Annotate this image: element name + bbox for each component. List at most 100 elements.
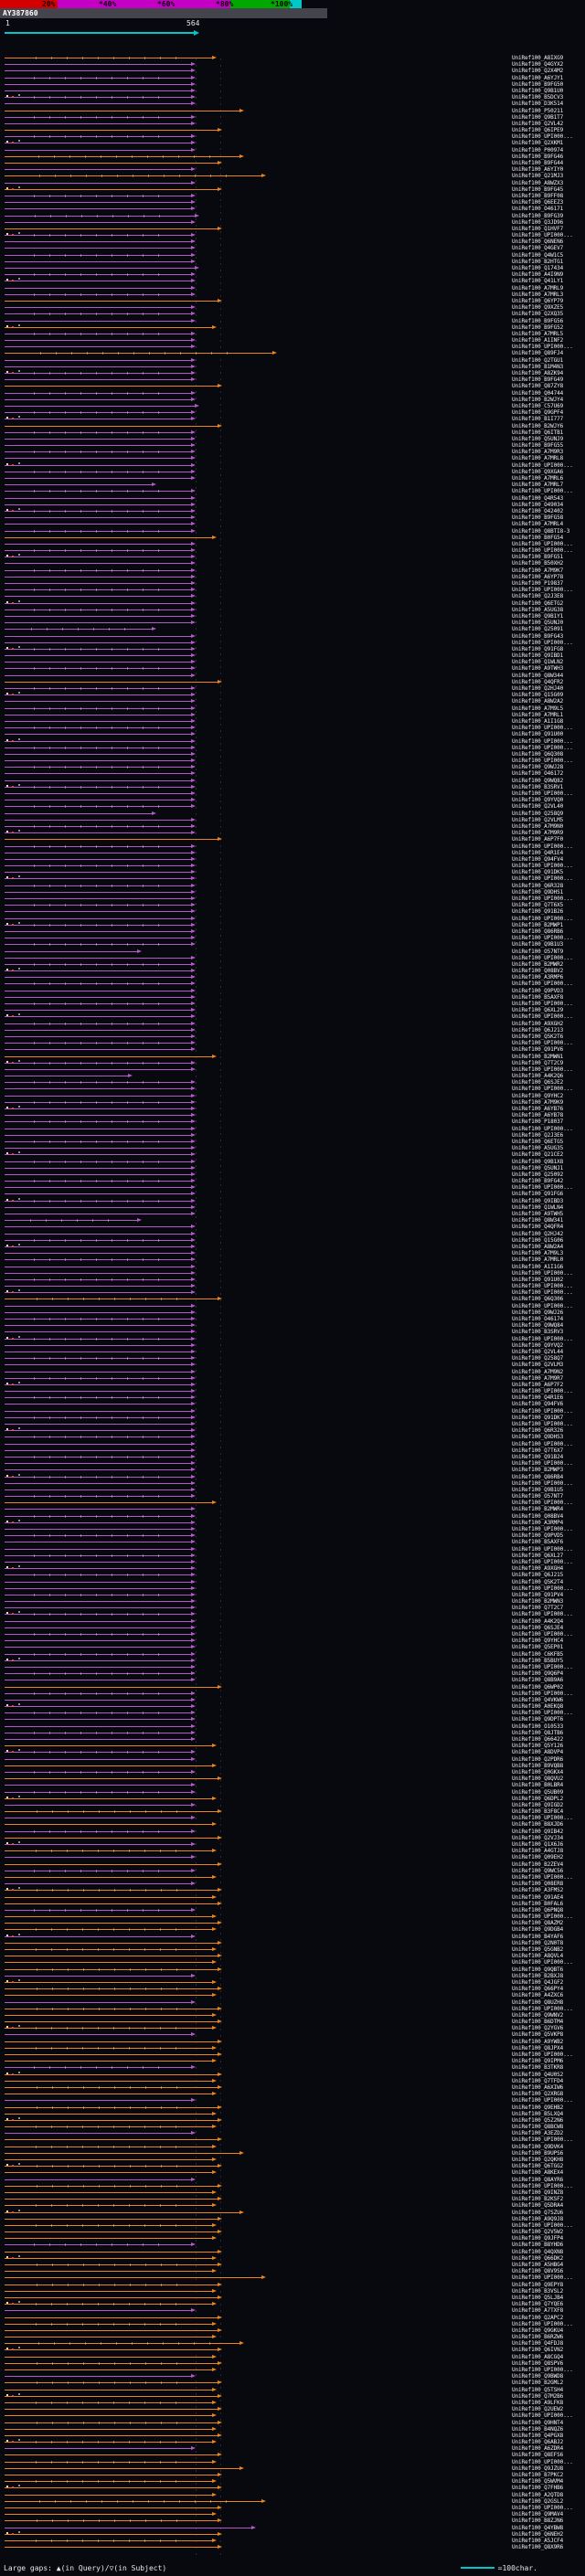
alignment-bar[interactable] [5,1480,196,1485]
alignment-bar[interactable] [5,88,196,92]
alignment-bar[interactable] [5,909,196,914]
hit-link[interactable]: UniRef100_A6YB76 [512,1106,564,1112]
alignment-bar[interactable] [5,1769,196,1774]
alignment-bar[interactable] [5,561,196,566]
hit-link[interactable]: UniRef100_Q4QFR4 [512,1224,564,1231]
alignment-bar[interactable] [5,233,196,238]
alignment-bar[interactable] [5,574,196,578]
hit-link[interactable]: UniRef100_UPI000... [512,1421,573,1427]
alignment-bar[interactable] [5,969,196,973]
hit-link[interactable]: UniRef100_Q1X6J6 [512,1841,564,1848]
hit-link[interactable]: UniRef100_A7MRL8 [512,455,564,462]
alignment-bar[interactable] [5,403,199,408]
hit-link[interactable]: UniRef100_Q6NEN6 [512,239,564,246]
alignment-bar[interactable] [5,69,196,73]
hit-link[interactable]: UniRef100_Q258Q7 [512,1355,564,1362]
hit-link[interactable]: UniRef100_Q2UEW2 [512,2406,564,2413]
hit-link[interactable]: UniRef100_UPI000... [512,915,573,922]
hit-link[interactable]: UniRef100_UPI000... [512,935,573,942]
hit-link[interactable]: UniRef100_Q9B1U3 [512,941,564,949]
alignment-bar[interactable] [5,1179,196,1183]
alignment-bar[interactable] [5,2282,222,2286]
alignment-bar[interactable] [5,864,196,868]
alignment-bar[interactable] [5,2177,196,2181]
hit-link[interactable]: UniRef100_UPI000... [512,547,573,555]
hit-link[interactable]: UniRef100_B9FG45 [512,186,564,193]
alignment-bar[interactable] [5,2072,222,2076]
alignment-bar[interactable] [5,1704,196,1709]
hit-link[interactable]: UniRef100_UPI000... [512,2274,573,2282]
hit-link[interactable]: UniRef100_Q6YP79 [512,297,564,304]
hit-link[interactable]: UniRef100_UPI000... [512,1013,573,1021]
hit-link[interactable]: UniRef100_Q9JFP4 [512,2235,564,2242]
hit-link[interactable]: UniRef100_B6DTM4 [512,2019,564,2026]
alignment-bar[interactable] [5,377,196,382]
hit-link[interactable]: UniRef100_UPI000... [512,1545,573,1553]
alignment-bar[interactable] [5,771,196,776]
hit-link[interactable]: UniRef100_Q9IPM6 [512,2058,564,2065]
alignment-bar[interactable] [5,2269,217,2274]
hit-link[interactable]: UniRef100_Q7TFD4 [512,2077,564,2084]
hit-link[interactable]: UniRef100_Q5WVM4 [512,2478,564,2486]
alignment-bar[interactable] [5,1520,196,1524]
alignment-bar[interactable] [5,1454,196,1458]
hit-link[interactable]: UniRef100_Q7T6X5 [512,902,564,909]
alignment-bar[interactable] [5,200,196,205]
alignment-bar[interactable] [5,699,196,704]
alignment-bar[interactable] [5,2117,222,2122]
alignment-bar[interactable] [5,1066,196,1071]
hit-link[interactable]: UniRef100_B2MWR2 [512,960,564,968]
alignment-bar[interactable] [5,528,196,533]
hit-link[interactable]: UniRef100_UPI000... [512,1001,573,1007]
hit-link[interactable]: UniRef100_UPI000... [512,1086,573,1093]
hit-link[interactable]: UniRef100_Q6EEZ3 [512,199,564,207]
hit-link[interactable]: UniRef100_Q9B1T7 [512,113,564,121]
hit-link[interactable]: UniRef100_UPI000... [512,1959,573,1966]
alignment-bar[interactable] [5,2164,222,2168]
hit-link[interactable]: UniRef100_Q91DK5 [512,869,564,876]
alignment-bar[interactable] [5,627,156,631]
hit-link[interactable]: UniRef100_Q4U0S2 [512,2071,564,2078]
alignment-bar[interactable] [5,1152,196,1157]
hit-link[interactable]: UniRef100_UPI000... [512,758,573,765]
alignment-bar[interactable] [5,1159,196,1163]
alignment-bar[interactable] [5,1888,222,1892]
alignment-bar[interactable] [5,154,244,158]
alignment-bar[interactable] [5,324,217,329]
alignment-bar[interactable] [5,443,196,448]
hit-link[interactable]: UniRef100_UPI000... [512,1283,573,1290]
alignment-bar[interactable] [5,476,196,480]
alignment-bar[interactable] [5,1408,196,1413]
alignment-bar[interactable] [5,1979,217,1984]
alignment-bar[interactable] [5,660,196,664]
hit-link[interactable]: UniRef100_Q9YHC2 [512,1092,564,1099]
hit-link[interactable]: UniRef100_A8W2A4 [512,1243,564,1250]
hit-link[interactable]: UniRef100_Q6PNQ8 [512,1906,564,1913]
alignment-bar[interactable] [5,226,222,230]
hit-link[interactable]: UniRef100_Q1HVF7 [512,225,564,232]
hit-link[interactable]: UniRef100_Q9YHC4 [512,1638,564,1645]
hit-link[interactable]: UniRef100_Q5K2T4 [512,1578,564,1585]
hit-link[interactable]: UniRef100_Q9DPT6 [512,1716,564,1723]
alignment-bar[interactable] [5,1041,196,1045]
alignment-bar[interactable] [5,357,196,362]
hit-link[interactable]: UniRef100_B3F8C4 [512,1808,564,1816]
hit-link[interactable]: UniRef100_Q91FG8 [512,645,564,652]
hit-link[interactable]: UniRef100_A7M9R3 [512,449,564,456]
hit-link[interactable]: UniRef100_Q87ZY8 [512,383,564,390]
alignment-bar[interactable] [5,1468,196,1472]
alignment-bar[interactable] [5,1317,196,1320]
hit-link[interactable]: UniRef100_UPI000... [512,1460,573,1468]
alignment-bar[interactable] [5,456,196,461]
alignment-bar[interactable] [5,2288,217,2293]
alignment-bar[interactable] [5,134,196,139]
alignment-bar[interactable] [5,246,196,250]
alignment-bar[interactable] [5,640,196,644]
alignment-bar[interactable] [5,2413,217,2418]
alignment-bar[interactable] [5,1415,196,1419]
alignment-bar[interactable] [5,1566,196,1571]
alignment-bar[interactable] [5,397,196,401]
hit-link[interactable]: UniRef100_B0FAL6 [512,1900,564,1907]
hit-link[interactable]: UniRef100_O46174 [512,1316,564,1322]
hit-link[interactable]: UniRef100_Q9EHB2 [512,2104,564,2111]
